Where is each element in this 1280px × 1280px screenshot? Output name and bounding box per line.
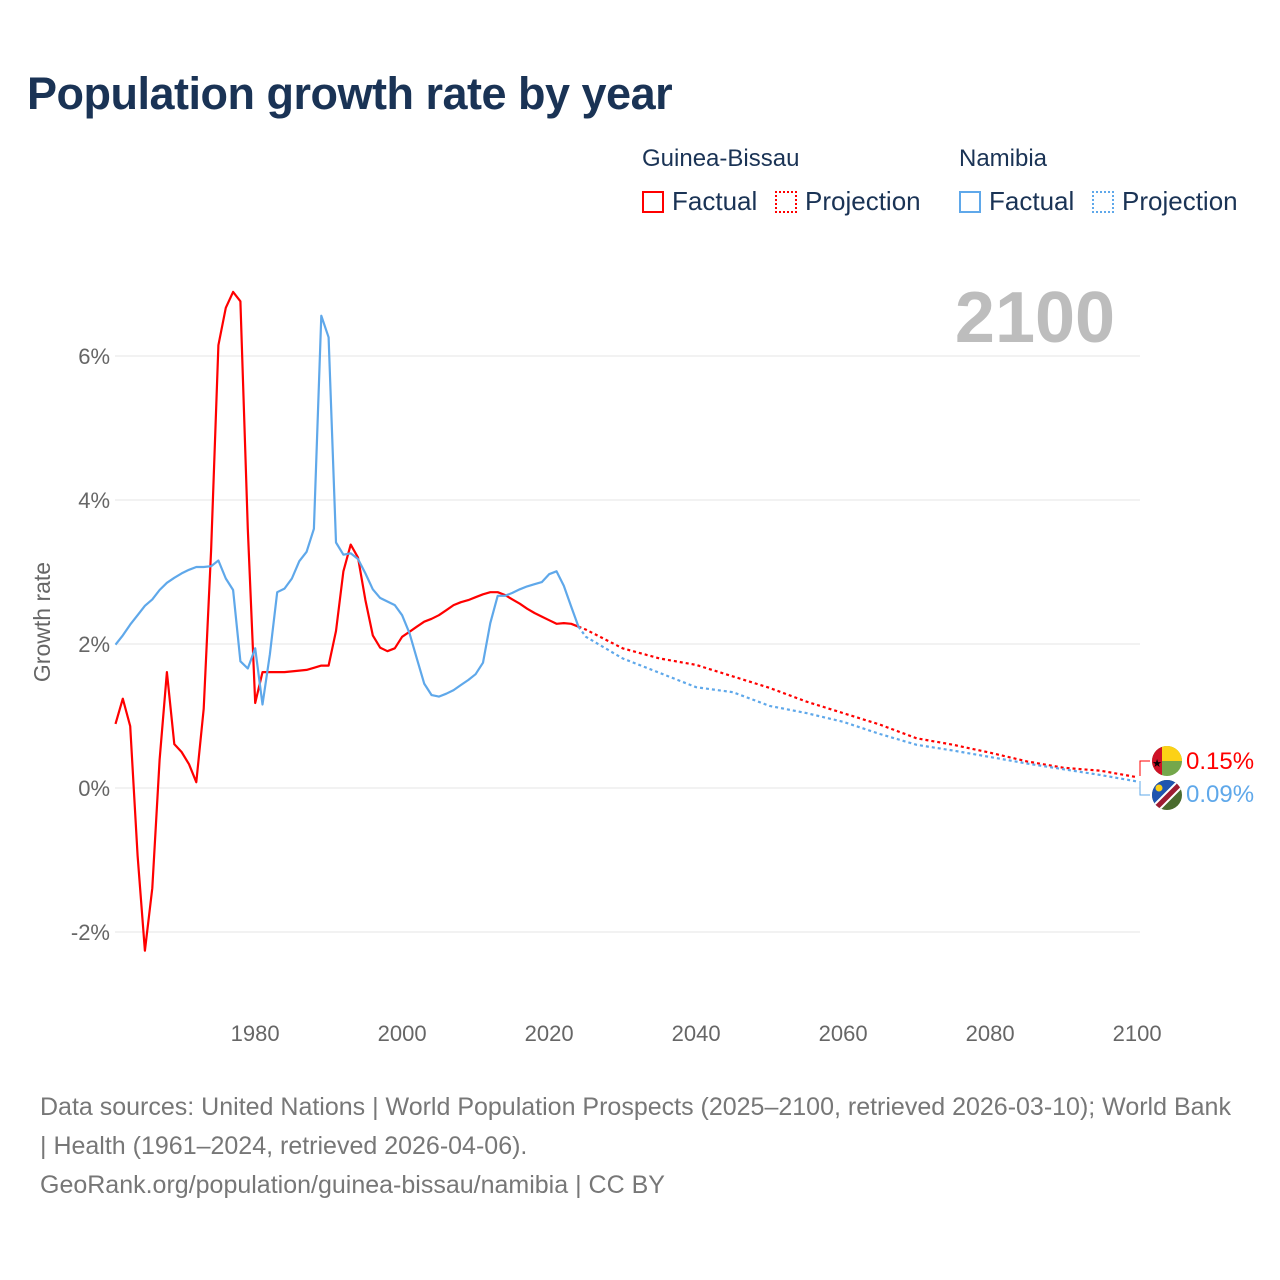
- end-connector: [1139, 760, 1150, 776]
- x-tick-label: 2060: [819, 1021, 868, 1046]
- end-connector: [1139, 781, 1150, 796]
- y-tick-label: 2%: [78, 632, 110, 657]
- y-axis-label: Growth rate: [29, 562, 55, 682]
- legend-label: Factual: [672, 186, 758, 216]
- legend-country-namibia: Namibia: [959, 145, 1048, 172]
- dotted-swatch-icon: [1092, 190, 1114, 213]
- legend-guinea-bissau-projection[interactable]: Projection: [775, 186, 921, 217]
- chart-plot: 2100 Growth rate -2% 0% 2% 4% 6% 1980 2000 2020…: [29, 278, 1254, 1046]
- y-tick-label: 0%: [78, 776, 110, 801]
- solid-swatch-icon: [642, 190, 664, 213]
- credit-link[interactable]: GeoRank.org/population/guinea-bissau/nam…: [40, 1171, 665, 1199]
- chart-title: Population growth rate by year: [27, 68, 673, 119]
- legend-country-guinea-bissau: Guinea-Bissau: [642, 145, 800, 172]
- legend-label: Projection: [1122, 186, 1238, 216]
- end-label-namibia: 0.09%: [1186, 781, 1254, 808]
- namibia-projection-line: [577, 626, 1138, 783]
- legend-label: Factual: [989, 186, 1075, 216]
- year-display: 2100: [955, 278, 1115, 358]
- x-tick-label: 2080: [966, 1021, 1015, 1046]
- data-sources: Data sources: United Nations | World Pop…: [40, 1093, 1231, 1160]
- x-tick-label: 2000: [378, 1021, 427, 1046]
- x-tick-label: 2020: [525, 1021, 574, 1046]
- svg-text:★: ★: [1152, 758, 1162, 770]
- guinea-bissau-projection-line: [578, 625, 1138, 779]
- guinea-bissau-factual-line: [114, 290, 579, 952]
- legend-namibia-projection[interactable]: Projection: [1092, 186, 1238, 217]
- x-tick-label: 1980: [231, 1021, 280, 1046]
- footer: Data sources: United Nations | World Pop…: [40, 1088, 1240, 1205]
- namibia-flag-icon: [1152, 780, 1182, 810]
- end-label-guinea-bissau: 0.15%: [1186, 748, 1254, 775]
- solid-swatch-icon: [959, 190, 981, 213]
- y-tick-label: -2%: [71, 920, 110, 945]
- guinea-bissau-flag-icon: ★: [1152, 746, 1182, 776]
- dotted-swatch-icon: [775, 190, 797, 213]
- y-tick-label: 6%: [78, 344, 110, 369]
- x-tick-label: 2040: [672, 1021, 721, 1046]
- legend-namibia-factual[interactable]: Factual: [959, 186, 1074, 217]
- legend-guinea-bissau-factual[interactable]: Factual: [642, 186, 757, 217]
- legend-label: Projection: [805, 186, 921, 216]
- x-tick-label: 2100: [1113, 1021, 1162, 1046]
- y-tick-label: 4%: [78, 488, 110, 513]
- namibia-factual-line: [114, 314, 580, 706]
